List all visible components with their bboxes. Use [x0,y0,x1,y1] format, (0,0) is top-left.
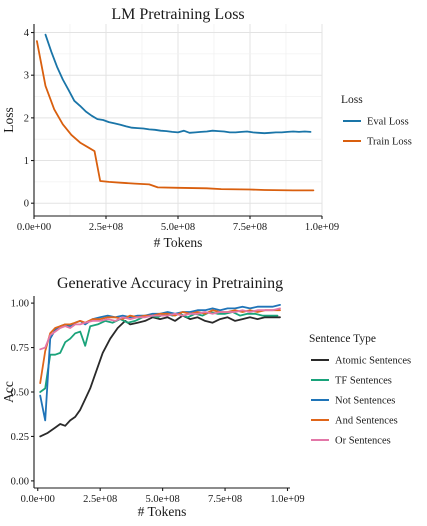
legend-label-train-loss: Train Loss [367,137,412,148]
legend-label-tf-sentences: TF Sentences [335,376,392,387]
series-line-train-loss [36,40,315,192]
legend-label-atomic-sentences: Atomic Sentences [335,356,411,367]
x-tick-label: 2.5e+08 [89,222,123,233]
legend-title: Sentence Type [309,333,376,345]
legend-title: Loss [341,94,363,106]
x-tick-label: 7.5e+08 [208,494,242,505]
y-tick-label: 0.25 [11,432,29,443]
y-tick-label: 1.00 [11,299,29,310]
chart-2: 0.0e+00 2.5e+08 5.0e+08 7.5e+08 1.0e+09 0.00 0… [1,275,411,519]
x-tick-label: 0.0e+00 [21,494,55,505]
legend: Loss Eval Loss Train Loss [341,94,412,148]
gridlines [33,24,323,216]
x-axis-title: # Tokens [154,235,203,250]
x-tick-label: 0.0e+00 [17,222,51,233]
chart-title: Generative Accuracy in Pretraining [57,275,283,292]
y-tick-label: 0.50 [11,388,29,399]
y-tick-label: 1 [24,156,29,167]
series-lines [39,303,281,438]
y-tick-label: 0.75 [11,343,29,354]
y-tick-label: 3 [24,71,29,82]
x-axis-title: # Tokens [138,504,187,519]
x-tick-label: 7.5e+08 [233,222,267,233]
legend-label-or-sentences: Or Sentences [335,436,391,447]
chart-1: 0.0e+00 2.5e+08 5.0e+08 7.5e+08 1.0e+09 0 1 2 3 4… [1,6,412,250]
y-axis-title: Loss [1,107,16,133]
series-line-atomic-sentences [39,314,281,438]
legend-label-not-sentences: Not Sentences [335,396,395,407]
y-tick-label: 0.00 [11,476,29,487]
series-lines [36,33,315,192]
series-line-eval-loss [44,33,312,135]
y-axis-title: Acc [1,381,16,403]
legend: Sentence Type Atomic Sentences TF Sentence… [309,333,411,447]
y-tick-label: 2 [24,113,29,124]
y-tick-label: 0 [24,199,29,210]
x-tick-label: 1.0e+09 [270,494,304,505]
x-tick-label: 5.0e+08 [161,222,195,233]
series-line-and-sentences [39,309,281,385]
x-tick-label: 1.0e+09 [305,222,339,233]
legend-label-eval-loss: Eval Loss [367,117,409,128]
legend-label-and-sentences: And Sentences [335,416,398,427]
y-tick-label: 4 [24,28,30,39]
chart-title: LM Pretraining Loss [111,6,244,23]
series-line-or-sentences [39,307,281,351]
x-tick-label: 5.0e+08 [146,494,180,505]
x-tick-label: 2.5e+08 [83,494,117,505]
